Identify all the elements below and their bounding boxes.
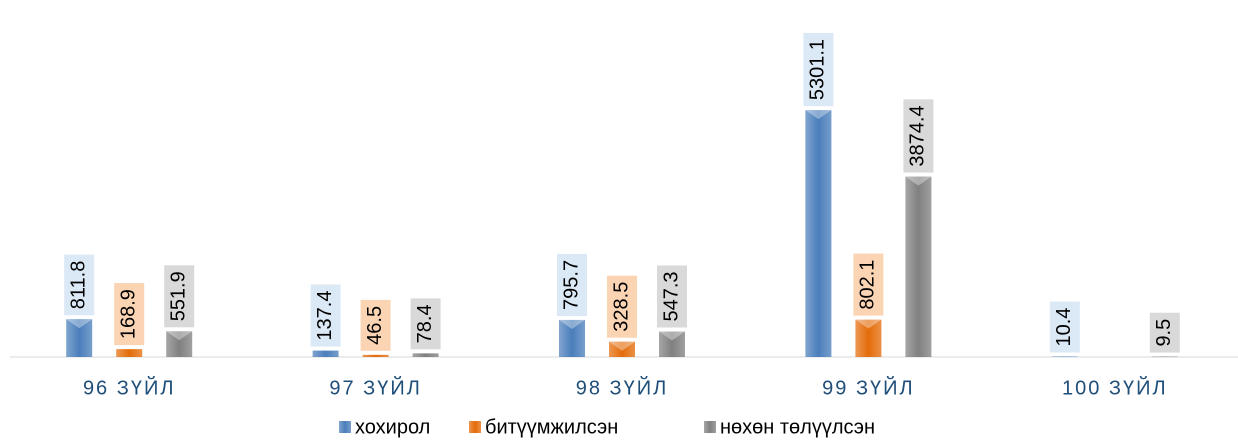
data-label: 802.1 [857, 260, 879, 310]
bar-bevel [805, 110, 832, 120]
data-label-box [903, 99, 934, 173]
bar-bevel [659, 331, 685, 341]
data-label: 9.5 [1153, 319, 1175, 347]
bar [166, 331, 193, 357]
bar [1051, 356, 1078, 358]
data-label-box [803, 32, 834, 107]
data-label: 78.4 [414, 304, 436, 343]
data-label: 3874.4 [907, 105, 929, 166]
data-label-box [607, 275, 637, 338]
x-tick-label: 100 ЗҮЙЛ [1062, 375, 1168, 399]
bar [1151, 356, 1178, 358]
data-label-box [64, 254, 95, 316]
data-label: 137.4 [314, 291, 336, 341]
data-label: 811.8 [67, 261, 89, 310]
data-label-box [410, 298, 441, 350]
bar [855, 319, 882, 357]
data-label-box [114, 283, 145, 346]
bar [659, 331, 685, 357]
bar [362, 354, 389, 357]
bar [116, 349, 143, 357]
bar-bevel [855, 319, 882, 329]
bar [412, 353, 439, 357]
bar [559, 319, 585, 357]
x-tick-label: 99 ЗҮЙЛ [822, 375, 915, 399]
data-label-box [310, 284, 341, 347]
legend-swatch [469, 421, 481, 433]
x-tick-label: 98 ЗҮЙЛ [576, 375, 669, 399]
x-tick-label: 96 ЗҮЙЛ [83, 375, 176, 399]
bar [805, 110, 832, 357]
data-label-box [1049, 301, 1080, 353]
bar [905, 176, 932, 357]
data-label-box [164, 265, 195, 328]
x-tick-label: 97 ЗҮЙЛ [329, 375, 422, 399]
bar [312, 350, 339, 357]
bar-bevel [559, 319, 585, 329]
bar-bevel [166, 331, 193, 341]
data-label: 10.4 [1053, 308, 1075, 347]
legend-swatch [339, 421, 351, 433]
legend-label: хохирол [355, 416, 430, 438]
legend-label: нөхөн төлүүлсэн [720, 416, 875, 438]
data-label: 46.5 [364, 306, 386, 345]
data-label: 5301.1 [807, 39, 829, 100]
legend-swatch [704, 421, 716, 433]
data-label: 551.9 [167, 271, 189, 321]
data-label-box [360, 299, 391, 351]
data-label: 168.9 [117, 289, 139, 339]
data-label-box [1149, 312, 1180, 353]
data-label: 328.5 [610, 282, 632, 332]
bar [66, 319, 93, 357]
data-label: 547.3 [660, 271, 682, 321]
data-label-box [557, 253, 587, 316]
bar-bevel [66, 319, 93, 329]
data-label-box [657, 265, 687, 328]
bar-bevel [609, 341, 635, 351]
data-label: 795.7 [560, 260, 582, 310]
legend-label: битүүмжилсэн [485, 416, 618, 438]
bar-bevel [905, 176, 932, 186]
data-label-box [853, 253, 884, 316]
bar [609, 341, 635, 357]
